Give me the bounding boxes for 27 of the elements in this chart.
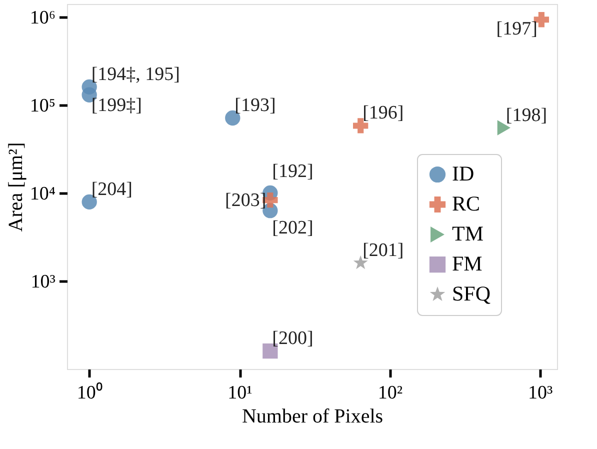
x-tick-label: 10⁰ <box>76 382 103 404</box>
legend-label: SFQ <box>452 282 491 306</box>
y-axis-title: Area [μm²] <box>4 142 27 232</box>
annotation: [202] <box>272 218 314 239</box>
y-tick-label: 10⁶ <box>30 7 56 28</box>
x-tick-label: 10¹ <box>228 382 253 404</box>
legend-label: ID <box>452 162 474 186</box>
legend-label: FM <box>452 252 483 276</box>
y-tick-label: 10³ <box>30 271 56 292</box>
annotation: [198] <box>506 104 548 126</box>
y-tick-label: 10⁴ <box>30 183 56 204</box>
annotation: [201] <box>362 240 404 261</box>
y-tick-label: 10⁵ <box>30 95 56 116</box>
annotation: [204] <box>91 178 132 200</box>
annotation: [197] <box>496 18 538 40</box>
annotation: [203] <box>225 190 266 212</box>
x-tick-label: 10² <box>378 382 403 404</box>
annotation: [199‡] <box>91 94 142 116</box>
legend-label: RC <box>452 192 480 216</box>
x-tick-label: 10³ <box>528 382 554 404</box>
annotation: [196] <box>362 102 404 124</box>
annotation: [194‡, 195] <box>91 64 180 85</box>
legend-label: TM <box>452 222 484 246</box>
annotation: [193] <box>234 94 276 116</box>
x-axis-title: Number of Pixels <box>242 406 384 428</box>
annotation: [192] <box>272 160 314 182</box>
annotation: [200] <box>272 328 314 350</box>
